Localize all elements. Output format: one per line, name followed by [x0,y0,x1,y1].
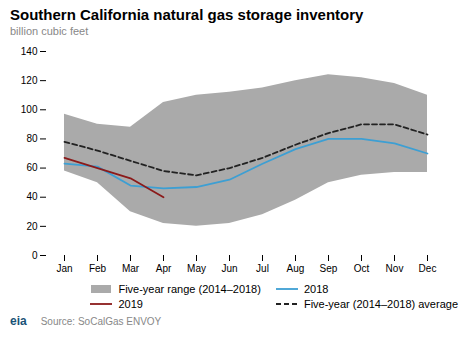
html-text:billion cubic feet: billion cubic feet [10,25,89,37]
svg-text:Jul: Jul [256,263,269,274]
svg-text:0: 0 [32,250,38,261]
svg-text:Oct: Oct [354,263,370,274]
svg-text:20: 20 [26,221,38,232]
svg-text:Mar: Mar [122,263,140,274]
svg-text:Nov: Nov [386,263,404,274]
svg-text:80: 80 [26,133,38,144]
html-text:Five-year range (2014–2018): Five-year range (2014–2018) [118,283,261,295]
html-text:Five-year (2014–2018) average: Five-year (2014–2018) average [303,298,458,310]
svg-text:Aug: Aug [287,263,305,274]
svg-text:60: 60 [26,162,38,173]
svg-text:Dec: Dec [419,263,437,274]
svg-text:100: 100 [21,104,38,115]
html-text:2019: 2019 [118,298,143,310]
html-text:2018: 2018 [303,283,329,295]
svg-text:120: 120 [21,75,38,86]
svg-text:May: May [187,263,206,274]
svg-text:40: 40 [26,191,38,202]
svg-text:Sep: Sep [320,263,338,274]
svg-text:Jan: Jan [56,263,72,274]
svg-text:Jun: Jun [221,263,237,274]
svg-text:140: 140 [21,46,38,57]
svg-text:Feb: Feb [89,263,107,274]
html-text:Source: SoCalGas ENVOY: Source: SoCalGas ENVOY [40,316,162,327]
html-text:Southern California natural ga: Southern California natural gas storage … [10,6,364,23]
html-text:eia: eia [10,314,27,328]
svg-text:Apr: Apr [156,263,172,274]
